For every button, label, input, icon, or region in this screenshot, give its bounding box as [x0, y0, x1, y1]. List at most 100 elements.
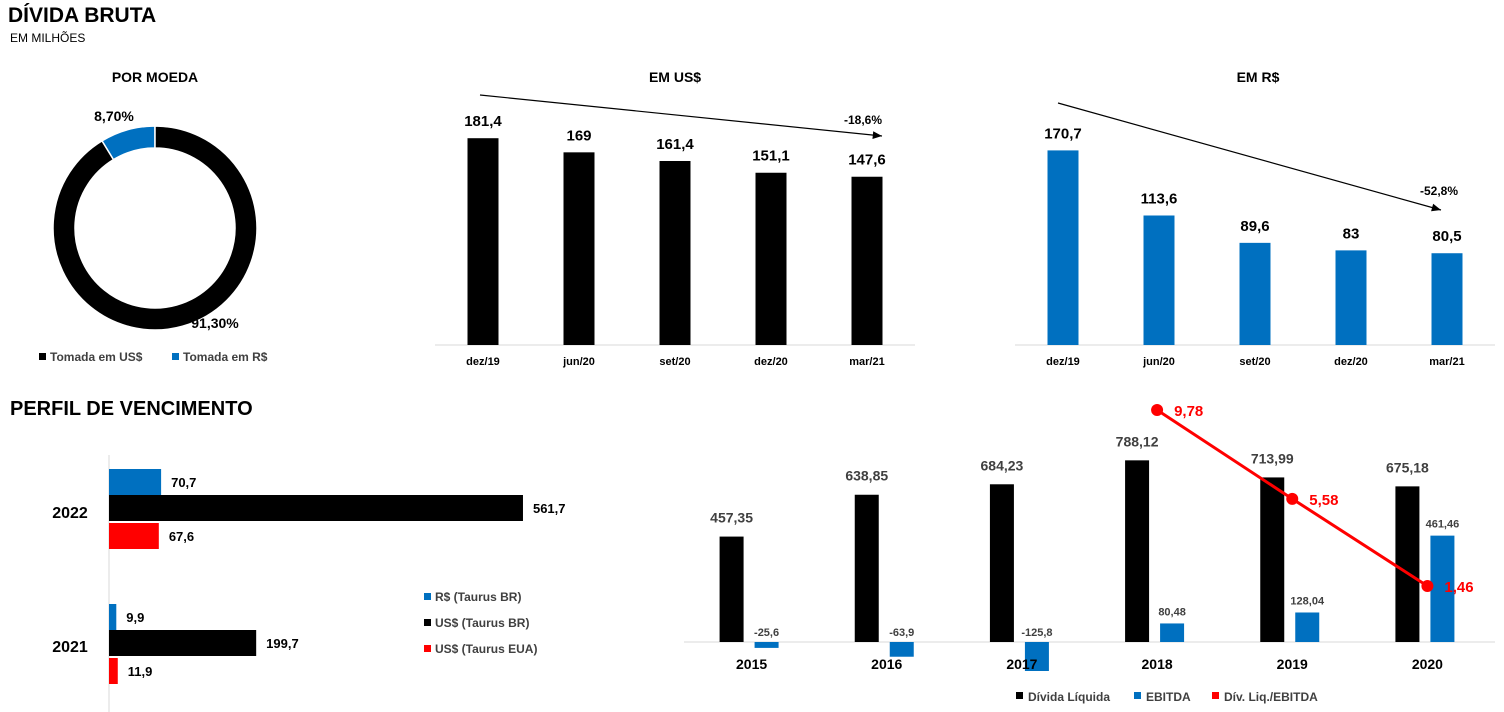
div-data-label: -25,6 — [754, 627, 779, 639]
div-data-label: 128,04 — [1290, 595, 1325, 607]
div-bar-ebitda — [1160, 623, 1185, 642]
div-data-label: -63,9 — [889, 627, 914, 639]
venc-data-label: 70,7 — [171, 475, 196, 490]
legend-swatch — [424, 645, 431, 652]
usd-data-label: 181,4 — [464, 113, 502, 130]
div-data-label: 788,12 — [1116, 433, 1159, 449]
legend-label: Dívida Líquida — [1028, 690, 1110, 704]
usd-data-label: 147,6 — [848, 152, 886, 169]
usd-tick-label: dez/19 — [466, 356, 500, 368]
div-bar-divida — [989, 484, 1014, 642]
legend-swatch — [424, 619, 431, 626]
div-bar-divida — [1395, 486, 1420, 642]
venc-data-label: 67,6 — [169, 529, 194, 544]
div-bar-divida — [1260, 477, 1285, 642]
usd-title: EM US$ — [649, 69, 701, 85]
usd-data-label: 151,1 — [752, 148, 790, 165]
div-ratio-point — [1421, 580, 1434, 592]
venc-category-label: 2021 — [52, 639, 88, 656]
venc-bar — [109, 523, 159, 549]
div-bar-ebitda — [1430, 535, 1455, 642]
brl-tick-label: set/20 — [1239, 356, 1270, 368]
venc-data-label: 11,9 — [128, 664, 153, 679]
legend-swatch — [1134, 692, 1141, 699]
usd-data-label: 161,4 — [656, 136, 694, 153]
brl-data-label: 80,5 — [1432, 228, 1461, 245]
div-data-label: 457,35 — [710, 510, 753, 526]
div-data-label: 461,46 — [1426, 519, 1460, 531]
div-bar-ebitda — [1295, 612, 1320, 642]
usd-tick-label: set/20 — [659, 356, 690, 368]
usd-annotation: -18,6% — [844, 113, 882, 127]
legend-label: US$ (Taurus EUA) — [435, 642, 537, 656]
donut-label: 91,30% — [191, 315, 239, 331]
brl-bar — [1143, 215, 1175, 345]
usd-bar — [755, 172, 787, 345]
page-subtitle: EM MILHÕES — [10, 31, 86, 45]
brl-bar — [1335, 250, 1367, 345]
legend-label: US$ (Taurus BR) — [435, 616, 529, 630]
venc-bar — [109, 469, 162, 495]
brl-tick-label: mar/21 — [1429, 356, 1464, 368]
legend-label: R$ (Taurus BR) — [435, 590, 521, 604]
usd-tick-label: mar/21 — [849, 356, 884, 368]
div-data-label: 713,99 — [1251, 450, 1294, 466]
usd-trend-arrowhead — [872, 131, 882, 139]
legend-label: Tomada em R$ — [183, 350, 268, 364]
div-tick-label: 2017 — [1006, 656, 1037, 672]
usd-trend-line — [479, 94, 883, 137]
brl-tick-label: dez/20 — [1334, 356, 1368, 368]
div-data-label: 684,23 — [981, 457, 1024, 473]
brl-data-label: 113,6 — [1141, 190, 1178, 207]
div-tick-label: 2016 — [871, 656, 902, 672]
legend-label: Tomada em US$ — [50, 350, 143, 364]
div-data-label: 80,48 — [1158, 606, 1186, 618]
div-bar-divida — [1125, 460, 1150, 642]
donut-title: POR MOEDA — [112, 69, 198, 85]
div-bar-divida — [854, 494, 879, 642]
div-tick-label: 2015 — [736, 656, 767, 672]
venc-data-label: 199,7 — [266, 636, 299, 651]
div-ratio-label: 5,58 — [1309, 492, 1338, 509]
venc-data-label: 561,7 — [533, 501, 566, 516]
legend-swatch — [1016, 692, 1023, 699]
div-data-label: 675,18 — [1386, 459, 1429, 475]
div-bar-ebitda — [889, 642, 914, 657]
brl-data-label: 83 — [1343, 225, 1360, 242]
venc-bar — [109, 495, 523, 521]
legend-swatch — [1212, 692, 1219, 699]
brl-tick-label: dez/19 — [1046, 356, 1080, 368]
div-tick-label: 2020 — [1412, 656, 1443, 672]
brl-title: EM R$ — [1237, 69, 1280, 85]
div-ratio-label: 1,46 — [1444, 579, 1473, 596]
div-tick-label: 2019 — [1277, 656, 1308, 672]
venc-bar — [109, 604, 117, 630]
legend-swatch — [424, 593, 431, 600]
brl-bar — [1431, 253, 1463, 345]
usd-bar — [659, 161, 691, 345]
div-ratio-label: 9,78 — [1174, 403, 1203, 420]
venc-bar — [109, 630, 257, 656]
usd-bar — [467, 138, 499, 345]
usd-data-label: 169 — [566, 127, 591, 144]
div-bar-ebitda — [754, 642, 779, 648]
usd-tick-label: jun/20 — [562, 356, 595, 368]
usd-bar — [563, 152, 595, 345]
brl-bar — [1047, 150, 1079, 345]
brl-bar — [1239, 242, 1271, 345]
usd-bar — [851, 176, 883, 345]
div-bar-ebitda — [1024, 642, 1049, 671]
brl-trend-line — [1057, 102, 1442, 211]
div-data-label: 638,85 — [845, 468, 888, 484]
div-bar-divida — [719, 536, 744, 642]
div-ratio-point — [1151, 404, 1164, 416]
legend-label: EBITDA — [1146, 690, 1191, 704]
div-ratio-point — [1286, 492, 1299, 505]
brl-tick-label: jun/20 — [1142, 356, 1175, 368]
donut-slice — [52, 125, 258, 331]
brl-annotation: -52,8% — [1420, 184, 1458, 198]
usd-tick-label: dez/20 — [754, 356, 788, 368]
div-data-label: -125,8 — [1021, 627, 1052, 639]
legend-label: Dív. Liq./EBITDA — [1224, 690, 1318, 704]
